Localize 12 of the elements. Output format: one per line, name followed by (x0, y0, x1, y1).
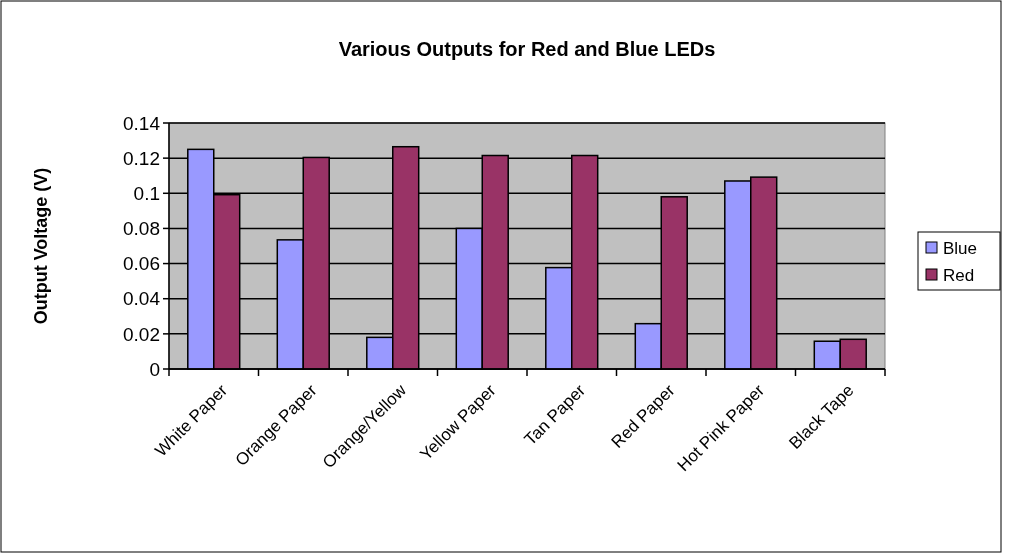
y-tick-label: 0 (149, 358, 160, 380)
y-tick-label: 0.12 (123, 147, 160, 169)
chart-title: Various Outputs for Red and Blue LEDs (338, 38, 716, 60)
y-tick-label: 0.02 (123, 323, 160, 345)
y-tick-label: 0.06 (123, 253, 160, 275)
y-axis-title: Output Voltage (V) (31, 167, 51, 325)
legend-label: Blue (943, 238, 978, 258)
y-tick-label: 0.14 (123, 112, 161, 134)
legend-label: Red (943, 265, 975, 285)
y-tick-label: 0.04 (123, 288, 161, 310)
y-tick-label: 0.08 (123, 218, 160, 240)
y-tick-label: 0.1 (133, 182, 160, 204)
